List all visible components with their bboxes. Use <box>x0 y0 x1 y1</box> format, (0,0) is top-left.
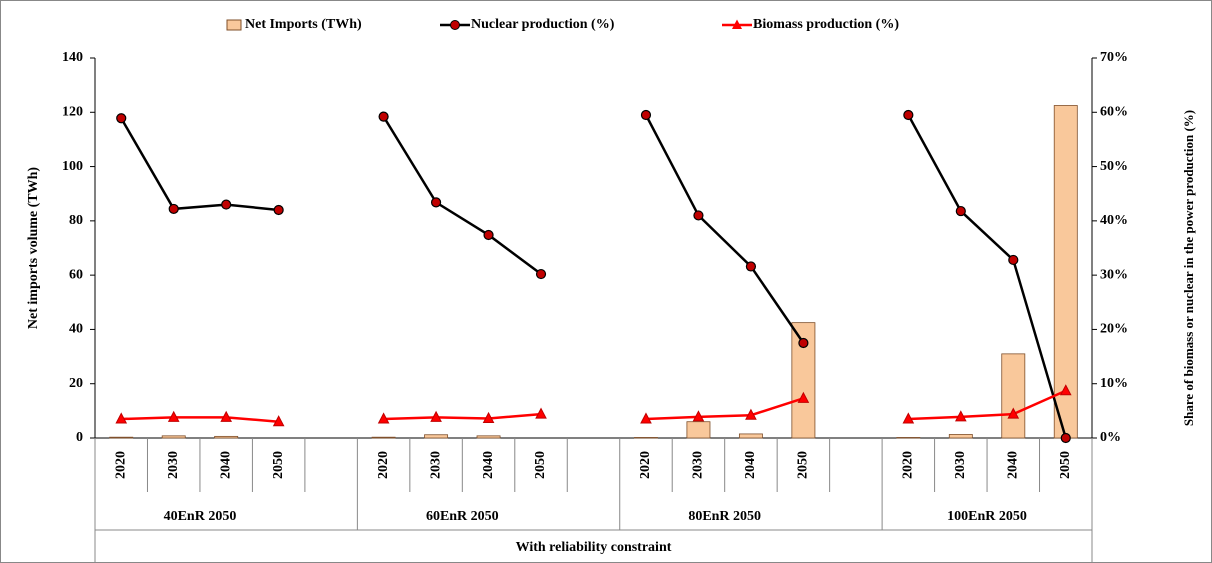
bar <box>476 435 501 439</box>
group-label: 40EnR 2050 <box>164 509 237 524</box>
y-tick-label: 80 <box>69 213 83 228</box>
line <box>121 389 1067 423</box>
marker <box>167 410 180 422</box>
y2-tick-label: 20% <box>1100 322 1128 337</box>
marker <box>378 111 389 122</box>
marker <box>797 391 810 403</box>
group-label: 60EnR 2050 <box>426 509 499 524</box>
marker <box>1008 254 1019 266</box>
line <box>120 114 1067 439</box>
x-tick-label: 2030 <box>691 451 706 479</box>
bar <box>896 437 921 439</box>
marker <box>640 109 652 121</box>
marker <box>116 113 127 124</box>
y-tick-label: 40 <box>69 322 83 337</box>
bar <box>161 435 186 439</box>
marker <box>745 408 757 420</box>
marker <box>745 261 757 272</box>
y-tick-label: 0 <box>76 430 83 445</box>
bar <box>214 435 239 439</box>
y2-tick-label: 60% <box>1100 105 1128 120</box>
legend-marker <box>732 19 742 29</box>
marker <box>430 197 442 208</box>
marker <box>221 199 232 210</box>
legend-label: Net Imports (TWh) <box>245 17 362 32</box>
x-tick-label: 2030 <box>953 451 968 479</box>
marker <box>168 203 179 215</box>
marker <box>955 205 966 217</box>
marker <box>483 229 494 241</box>
x-tick-label: 2020 <box>376 451 391 479</box>
x-tick-label: 2030 <box>166 451 181 479</box>
marker <box>535 268 547 280</box>
marker <box>430 410 442 422</box>
y-tick-label: 140 <box>62 50 83 65</box>
bar <box>424 434 449 439</box>
x-tick-label: 2050 <box>796 451 811 479</box>
y2-tick-label: 40% <box>1100 213 1128 228</box>
bar <box>1001 353 1026 439</box>
x-tick-label: 2050 <box>533 451 548 479</box>
y-tick-label: 60 <box>69 267 83 282</box>
y2-tick-label: 30% <box>1100 267 1128 282</box>
y2-tick-label: 0% <box>1100 430 1121 445</box>
marker <box>798 337 809 349</box>
y-tick-label: 20 <box>69 376 83 391</box>
marker <box>272 415 285 427</box>
y-axis-title: Net imports volume (TWh) <box>26 167 41 329</box>
y2-tick-label: 50% <box>1100 159 1128 174</box>
marker <box>693 210 704 221</box>
y2-tick-label: 10% <box>1100 376 1128 391</box>
legend-label: Nuclear production (%) <box>471 17 615 32</box>
x-tick-label: 2040 <box>743 451 758 479</box>
legend-marker <box>450 20 460 30</box>
marker <box>220 410 233 422</box>
marker <box>535 407 547 419</box>
bar <box>371 436 396 439</box>
marker <box>954 410 967 422</box>
x-tick-label: 2050 <box>1058 451 1073 479</box>
bar <box>791 322 816 439</box>
marker <box>1060 432 1071 444</box>
bar <box>109 436 134 439</box>
y2-tick-label: 70% <box>1100 50 1128 65</box>
x-axis-title: With reliability constraint <box>516 540 672 555</box>
y-tick-label: 100 <box>62 159 83 174</box>
group-label: 80EnR 2050 <box>688 509 761 524</box>
x-tick-label: 2050 <box>271 451 286 479</box>
y2-axis-title: Share of biomass or nuclear in the power… <box>1181 110 1196 426</box>
group-label: 100EnR 2050 <box>947 509 1027 524</box>
marker <box>1007 407 1020 419</box>
marker <box>377 412 390 424</box>
y-tick-label: 120 <box>62 105 83 120</box>
marker <box>482 411 495 423</box>
marker <box>273 204 284 216</box>
marker <box>692 410 705 422</box>
x-tick-label: 2040 <box>481 451 496 479</box>
x-tick-label: 2020 <box>901 451 916 479</box>
marker <box>903 109 914 121</box>
x-tick-label: 2030 <box>428 451 443 479</box>
marker <box>902 412 915 424</box>
legend-label: Biomass production (%) <box>753 17 899 32</box>
marker <box>1059 384 1072 396</box>
bar <box>686 421 711 439</box>
x-tick-label: 2040 <box>218 451 233 479</box>
x-tick-label: 2020 <box>638 451 653 479</box>
x-tick-label: 2020 <box>113 451 128 479</box>
bar <box>738 433 763 439</box>
bar <box>948 434 973 439</box>
legend-swatch <box>226 19 242 31</box>
marker <box>640 412 652 424</box>
marker <box>115 412 128 424</box>
bar <box>634 437 658 439</box>
x-tick-label: 2040 <box>1006 451 1021 479</box>
